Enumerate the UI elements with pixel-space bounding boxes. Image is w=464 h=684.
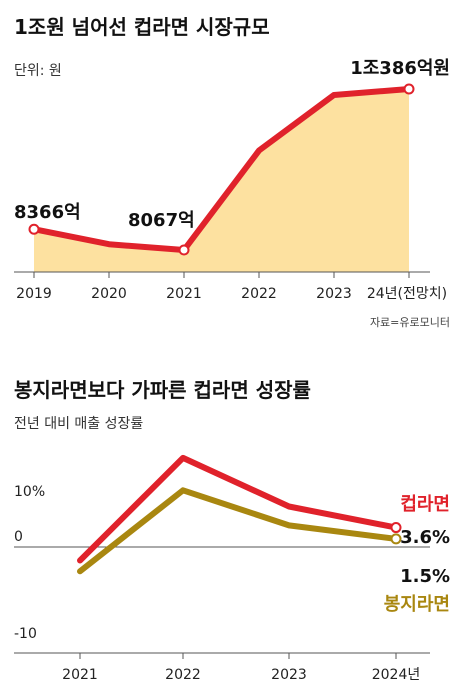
- chart1-x-label-2: 2021: [166, 286, 202, 302]
- chart2-x-label-0: 2021: [62, 667, 98, 683]
- series-name-1: 봉지라면: [384, 594, 450, 615]
- chart1-x-label-1: 2020: [91, 286, 127, 302]
- series-line-0: [77, 454, 399, 564]
- chart1-unit-label: 단위: 원: [14, 63, 62, 79]
- chart2-x-label-2: 2023: [271, 667, 307, 683]
- market-size-line: [31, 86, 412, 253]
- chart1-x-label-5: 24년(전망치): [367, 286, 447, 302]
- market-area-fill: [34, 89, 409, 272]
- chart2-y-label-1: 0: [14, 529, 23, 545]
- label-2021-value: 8067억: [128, 210, 195, 231]
- chart2-plot: 10% 0 -10 컵라면 3.6% 1.5% 봉지라면 2021 2022 2023 2024년: [14, 454, 450, 683]
- series-end-label-0: 3.6%: [400, 527, 450, 548]
- chart2-x-label-3: 2024년: [372, 667, 421, 683]
- market-point-2019: [28, 223, 40, 235]
- series-name-0: 컵라면: [400, 494, 450, 515]
- series-endpoint-0: [390, 522, 402, 534]
- series-line-1: [77, 487, 399, 575]
- chart1-x-label-4: 2023: [316, 286, 352, 302]
- market-point-24년(전망치): [403, 83, 415, 95]
- chart2-subtitle: 전년 대비 매출 성장률: [14, 416, 143, 432]
- series-endpoint-1: [390, 533, 402, 545]
- label-2024-value: 1조386억원: [350, 58, 450, 79]
- chart1-title: 1조원 넘어선 컵라면 시장규모: [14, 15, 270, 39]
- label-2019-value: 8366억: [14, 202, 81, 223]
- chart1-plot: 2019 2020 2021 2022 2023 24년(전망치) 8366억 8067억 1조…: [14, 58, 450, 302]
- market-point-2021: [178, 244, 190, 256]
- series-end-label-1: 1.5%: [400, 566, 450, 587]
- chart2-title: 봉지라면보다 가파른 컵라면 성장률: [14, 378, 311, 402]
- chart1-source: 자료=유로모니터: [370, 316, 450, 329]
- chart1-x-label-3: 2022: [241, 286, 277, 302]
- chart2-y-label-0: 10%: [14, 484, 45, 500]
- chart2-x-label-1: 2022: [165, 667, 201, 683]
- chart1-x-label-0: 2019: [16, 286, 52, 302]
- chart2-y-label-2: -10: [14, 626, 37, 642]
